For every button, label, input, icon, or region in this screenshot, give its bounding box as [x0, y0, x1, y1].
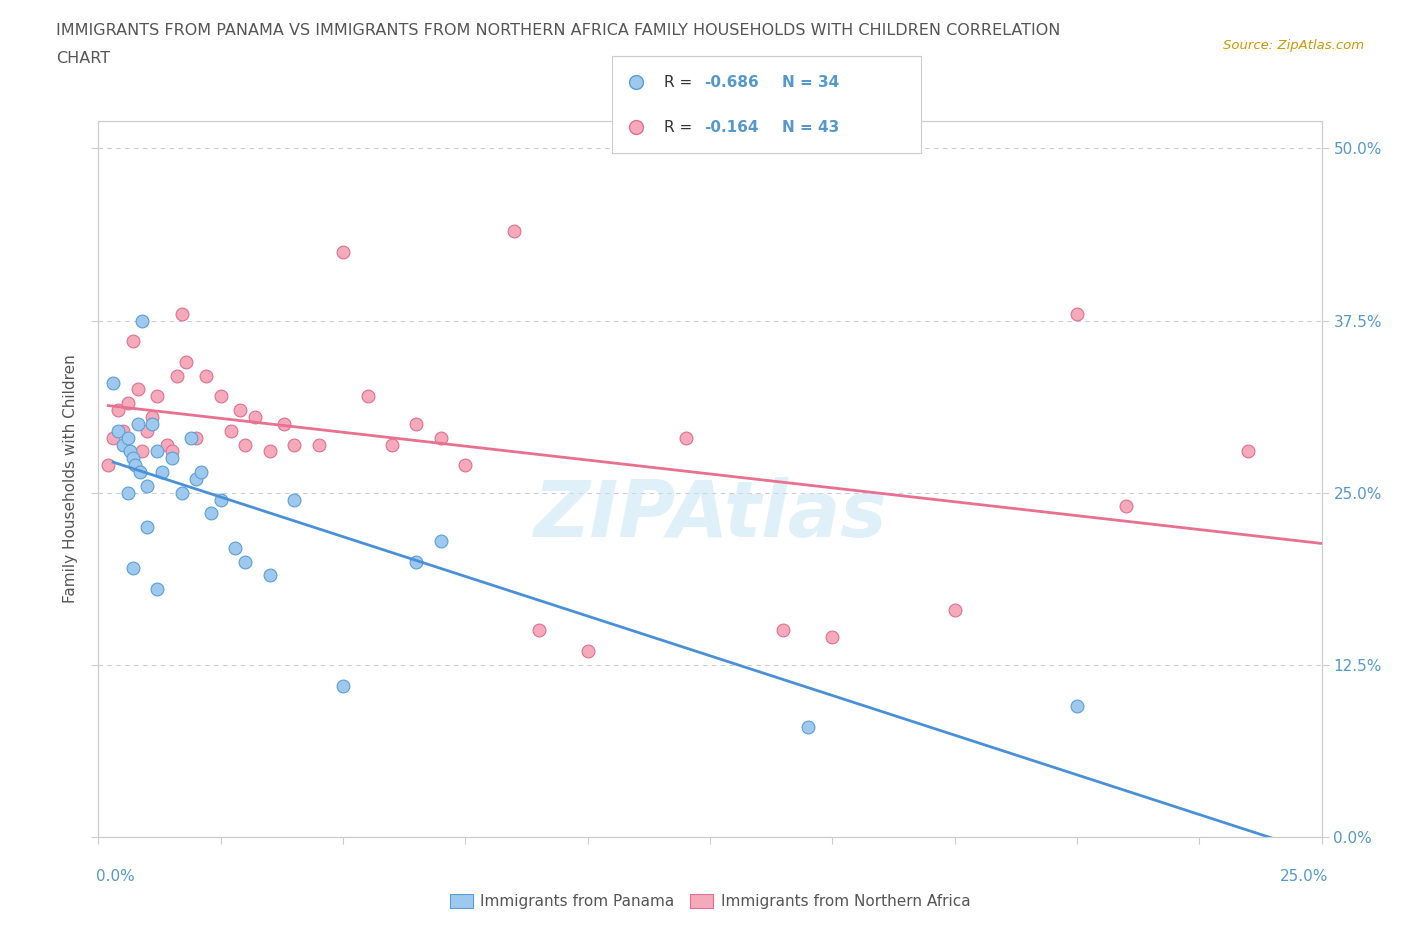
Point — [146, 581, 169, 596]
Point — [308, 437, 330, 452]
Point — [111, 423, 134, 438]
Point — [111, 437, 134, 452]
Point — [136, 520, 159, 535]
Point — [101, 431, 124, 445]
Point — [219, 423, 242, 438]
Point — [772, 623, 794, 638]
Point — [136, 478, 159, 493]
Point — [107, 403, 129, 418]
Point — [797, 720, 820, 735]
Point — [97, 458, 120, 472]
Point — [224, 540, 246, 555]
Text: CHART: CHART — [56, 51, 110, 66]
Point — [117, 485, 139, 500]
Point — [273, 417, 295, 432]
Point — [146, 389, 169, 404]
Point — [121, 561, 143, 576]
Point — [1066, 698, 1088, 713]
Text: R =: R = — [664, 120, 697, 135]
Point — [101, 375, 124, 390]
Point — [233, 437, 256, 452]
Point — [141, 417, 163, 432]
Point — [121, 334, 143, 349]
Point — [186, 431, 208, 445]
Point — [150, 465, 173, 480]
Point — [127, 382, 149, 397]
Point — [117, 396, 139, 411]
Point — [200, 506, 222, 521]
Point — [1066, 306, 1088, 321]
Point — [430, 534, 453, 549]
Point — [675, 431, 697, 445]
Point — [170, 306, 193, 321]
Point — [186, 472, 208, 486]
Point — [170, 485, 193, 500]
Point — [1115, 499, 1137, 514]
Point — [283, 492, 305, 507]
Text: -0.164: -0.164 — [704, 120, 759, 135]
Point — [503, 223, 526, 238]
Point — [180, 431, 202, 445]
Text: N = 34: N = 34 — [782, 74, 839, 89]
Point — [430, 431, 453, 445]
Text: R =: R = — [664, 74, 697, 89]
Point — [381, 437, 404, 452]
Point — [190, 465, 212, 480]
Point — [129, 465, 152, 480]
Text: ZIPAtlas: ZIPAtlas — [533, 477, 887, 552]
Text: N = 43: N = 43 — [782, 120, 839, 135]
Point — [107, 423, 129, 438]
Point — [576, 644, 599, 658]
Point — [229, 403, 252, 418]
Point — [131, 444, 153, 458]
Point — [146, 444, 169, 458]
Point — [332, 678, 354, 693]
Point — [156, 437, 179, 452]
Point — [160, 451, 183, 466]
Text: 0.0%: 0.0% — [96, 870, 135, 884]
Point — [209, 492, 232, 507]
Text: Source: ZipAtlas.com: Source: ZipAtlas.com — [1223, 39, 1364, 52]
Point — [405, 554, 427, 569]
Point — [454, 458, 477, 472]
Point — [233, 554, 256, 569]
Point — [131, 313, 153, 328]
Y-axis label: Family Households with Children: Family Households with Children — [63, 354, 79, 604]
Point — [943, 603, 966, 618]
Text: IMMIGRANTS FROM PANAMA VS IMMIGRANTS FROM NORTHERN AFRICA FAMILY HOUSEHOLDS WITH: IMMIGRANTS FROM PANAMA VS IMMIGRANTS FRO… — [56, 23, 1060, 38]
Point — [356, 389, 378, 404]
Point — [209, 389, 232, 404]
Point — [121, 451, 143, 466]
Point — [259, 568, 281, 583]
Point — [141, 409, 163, 424]
Point — [283, 437, 305, 452]
Point — [124, 458, 146, 472]
Point — [120, 444, 142, 458]
Text: 25.0%: 25.0% — [1281, 870, 1329, 884]
Point — [166, 368, 188, 383]
Point — [405, 417, 427, 432]
Legend: Immigrants from Panama, Immigrants from Northern Africa: Immigrants from Panama, Immigrants from … — [444, 888, 976, 915]
Text: -0.686: -0.686 — [704, 74, 759, 89]
Point — [160, 444, 183, 458]
Point — [527, 623, 550, 638]
Point — [243, 409, 266, 424]
Point — [176, 354, 198, 369]
Point — [821, 630, 844, 644]
Point — [1237, 444, 1260, 458]
Point — [136, 423, 159, 438]
Point — [127, 417, 149, 432]
Point — [117, 431, 139, 445]
Point — [259, 444, 281, 458]
Point — [332, 245, 354, 259]
Point — [195, 368, 218, 383]
